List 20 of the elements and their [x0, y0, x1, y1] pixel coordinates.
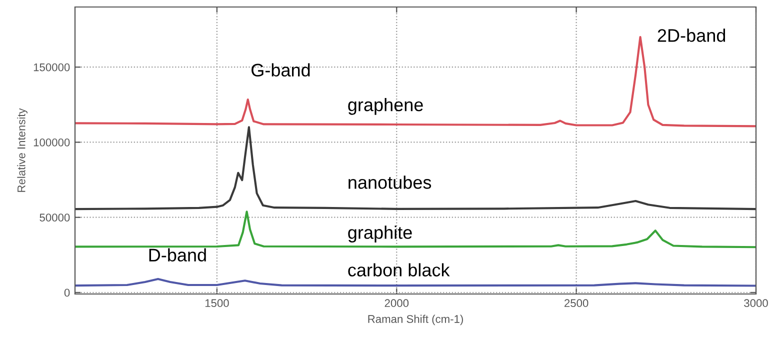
series-label: graphite — [348, 226, 412, 242]
annotation: 2D-band — [658, 28, 726, 42]
y-tick-label: 100000 — [34, 138, 70, 146]
y-tick-label: 0 — [64, 288, 70, 297]
x-tick-label: 2500 — [564, 299, 588, 308]
x-tick-label: 2000 — [384, 299, 409, 308]
x-tick-label: 3000 — [744, 299, 768, 308]
y-tick-label: 150000 — [34, 63, 70, 72]
annotation: G-band — [252, 63, 310, 77]
x-axis-title: Raman Shift (cm-1) — [368, 314, 463, 326]
x-tick-label: 1500 — [205, 299, 229, 308]
line-series — [75, 126, 756, 210]
series-label: graphene — [348, 98, 423, 115]
annotation: D-band — [149, 248, 206, 262]
line-series — [75, 210, 756, 248]
line-series — [75, 278, 756, 287]
series-label: nanotubes — [348, 176, 432, 189]
y-tick-label: 50000 — [40, 214, 70, 222]
y-axis-title: Relative Intensity — [17, 108, 28, 192]
series-label: carbon black — [348, 263, 450, 276]
